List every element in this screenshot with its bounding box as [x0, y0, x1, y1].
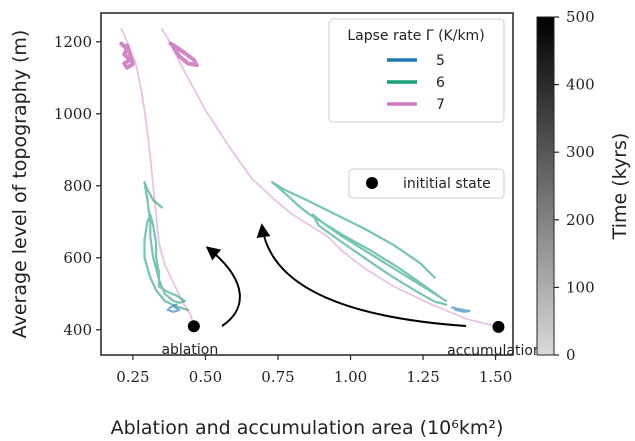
- accumulation-arrow: [262, 226, 466, 326]
- y-axis: 400 600 800 1000 1200: [54, 33, 101, 339]
- y-tick-label: 600: [63, 249, 92, 267]
- x-tick-label: 1.50: [479, 368, 512, 386]
- initial-state-markers: ablation accumulation: [161, 320, 541, 359]
- x-axis-title: Ablation and accumulation area (10⁶km²): [111, 417, 504, 439]
- initial-state-marker: [188, 320, 200, 332]
- x-tick-label: 1.25: [406, 368, 439, 386]
- initial-state-legend: inititial state: [349, 169, 504, 198]
- y-tick-label: 800: [63, 177, 92, 195]
- legend-label-5: 5: [436, 53, 445, 69]
- legend-label-6: 6: [436, 75, 445, 91]
- x-tick-label: 0.25: [116, 368, 149, 386]
- legend: Lapse rate Γ (K/km) 5 6 7: [329, 19, 504, 122]
- colorbar-tick-label: 0: [566, 346, 576, 364]
- x-tick-label: 1.00: [334, 368, 367, 386]
- x-axis: 0.25 0.50 0.75 1.00 1.25 1.50: [116, 355, 512, 386]
- series-7-final-ablation-line: [121, 44, 133, 68]
- colorbar: 0 100 200 300 400 500 Time (kyrs): [537, 8, 631, 364]
- colorbar-tick-label: 300: [566, 143, 595, 161]
- x-tick-label: 0.75: [261, 368, 294, 386]
- legend-label-7: 7: [436, 97, 445, 113]
- ablation-arrow: [208, 248, 240, 326]
- series-7-ablation-line: [121, 29, 194, 326]
- colorbar-tick-label: 400: [566, 76, 595, 94]
- initial-state-legend-marker: [366, 177, 378, 189]
- colorbar-tick-label: 500: [566, 8, 595, 26]
- y-tick-label: 1000: [54, 105, 92, 123]
- y-axis-title: Average level of topography (m): [9, 30, 31, 339]
- initial-state-label-accumulation: accumulation: [447, 343, 542, 359]
- legend-title: Lapse rate Γ (K/km): [347, 28, 484, 44]
- y-tick-label: 400: [63, 321, 92, 339]
- y-tick-label: 1200: [54, 33, 92, 51]
- series-7-final-accumulation-line: [171, 44, 197, 66]
- colorbar-title: Time (kyrs): [609, 133, 631, 241]
- colorbar-tick-label: 200: [566, 211, 595, 229]
- colorbar-gradient: [537, 17, 554, 355]
- series-6-accumulation-line: [272, 182, 446, 304]
- x-tick-label: 0.50: [189, 368, 222, 386]
- series-6-ablation-line: [145, 182, 189, 310]
- series-5-accumulation-line: [452, 308, 469, 312]
- initial-state-legend-label: inititial state: [403, 176, 491, 192]
- initial-state-label-ablation: ablation: [161, 342, 218, 358]
- initial-state-marker: [492, 321, 504, 333]
- colorbar-tick-label: 100: [566, 278, 595, 296]
